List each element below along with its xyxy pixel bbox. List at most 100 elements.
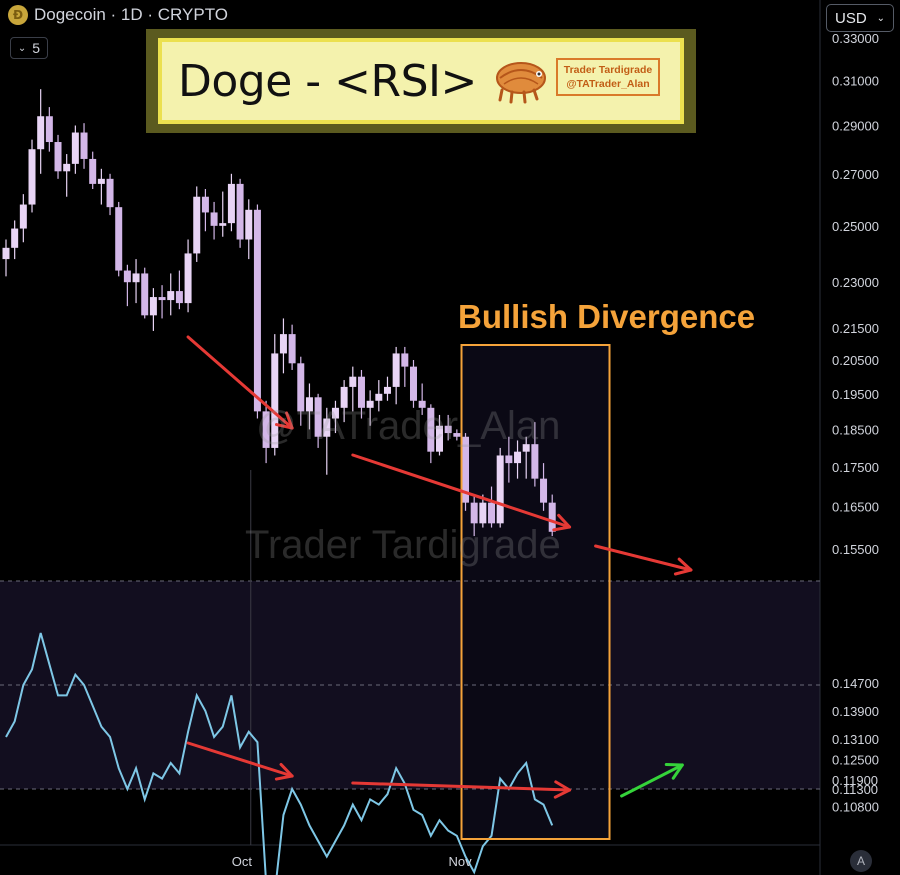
- candle-body: [314, 397, 322, 437]
- candle-body: [201, 196, 209, 213]
- title-banner: Doge - <RSI> Trader Tardigrade @TATrader…: [146, 29, 696, 133]
- price-tick-label: 0.23000: [832, 275, 879, 290]
- rsi-arrow-head: [279, 762, 294, 778]
- candle-body: [531, 444, 539, 479]
- price-tick-label: 0.31000: [832, 73, 879, 88]
- auto-scale-button[interactable]: A: [850, 850, 872, 872]
- candle-body: [245, 209, 253, 240]
- chevron-down-icon: ⌄: [17, 42, 27, 54]
- candle-body: [453, 433, 461, 437]
- brand-handle: @TATrader_Alan: [566, 78, 650, 90]
- candle-body: [89, 158, 97, 184]
- dogecoin-logo-icon: Ð: [8, 5, 28, 25]
- candle-body: [540, 478, 548, 503]
- candle-body: [158, 297, 166, 301]
- price-tick-label: 0.20500: [832, 353, 879, 368]
- divergence-highlight-box: [460, 344, 611, 840]
- rsi-arrow-up-head: [671, 763, 684, 780]
- candle-body: [401, 353, 409, 367]
- candle-body: [193, 196, 201, 254]
- rsi-arrow-head: [274, 774, 294, 781]
- candlestick-series: [2, 89, 556, 537]
- candle-body: [71, 132, 79, 164]
- candle-body: [392, 353, 400, 387]
- candle-body: [462, 436, 470, 503]
- candle-body: [444, 425, 452, 434]
- candle-body: [427, 407, 435, 452]
- candle-body: [548, 502, 556, 532]
- price-axis: 0.33000 0.31000 0.29000 0.27000 0.25000 0.230…: [832, 31, 879, 814]
- price-tick-label: 0.15500: [832, 542, 879, 557]
- watermark-name: Trader Tardigrade: [245, 523, 561, 567]
- candle-body: [436, 425, 443, 452]
- watermark-handle: @TATrader_Alan: [256, 404, 561, 448]
- collapse-legend-button[interactable]: ⌄ 5: [10, 37, 48, 59]
- price-tick-label: 0.11900: [832, 773, 878, 788]
- candle-body: [54, 142, 62, 172]
- price-tick-label: 0.29000: [832, 118, 879, 133]
- rsi-arrow: [186, 741, 294, 778]
- candle-body: [340, 386, 348, 408]
- candle-body: [323, 418, 331, 437]
- symbol-title: Dogecoin · 1D · CRYPTO: [34, 5, 228, 24]
- time-axis: Oct Nov: [232, 854, 472, 869]
- price-tick-label: 0.12500: [832, 753, 879, 768]
- candle-body: [357, 376, 365, 408]
- price-tick-label: 0.10800: [832, 799, 879, 814]
- price-arrow-head: [677, 557, 693, 572]
- tardigrade-logo-icon: [496, 62, 546, 104]
- price-tick-label: 0.16500: [832, 500, 879, 515]
- rsi-arrow-head: [554, 780, 572, 792]
- candle-body: [184, 253, 192, 304]
- candle-body: [496, 455, 504, 524]
- candle-body: [366, 400, 374, 408]
- price-tick-label: 0.13100: [832, 732, 879, 747]
- candle-body: [470, 502, 478, 524]
- candle-body: [279, 334, 287, 354]
- price-arrow: [594, 544, 693, 572]
- title-banner-inner: Doge - <RSI> Trader Tardigrade @TATrader…: [158, 38, 684, 124]
- candle-body: [227, 183, 235, 224]
- rsi-arrow-head: [553, 788, 572, 799]
- price-tick-label: 0.25000: [832, 219, 879, 234]
- candle-body: [219, 223, 227, 226]
- rsi-arrow-up: [620, 763, 684, 798]
- candle-body: [80, 132, 88, 159]
- candle-body: [19, 204, 27, 229]
- symbol-header[interactable]: Ð Dogecoin · 1D · CRYPTO: [8, 5, 228, 25]
- candle-body: [132, 273, 140, 283]
- price-tick-label: 0.17500: [832, 460, 879, 475]
- candle-body: [522, 444, 530, 452]
- candle-body: [409, 366, 417, 401]
- candle-body: [115, 207, 123, 271]
- rsi-arrow: [351, 781, 572, 792]
- candle-body: [45, 116, 53, 143]
- highlight-fill: [461, 345, 610, 839]
- candle-body: [167, 291, 175, 301]
- price-tick-label: 0.33000: [832, 31, 879, 46]
- time-tick-label: Nov: [449, 854, 473, 869]
- candle-body: [63, 163, 71, 172]
- candle-body: [383, 386, 391, 394]
- candle-body: [418, 400, 426, 408]
- rsi-line: [5, 632, 554, 875]
- price-tick-label: 0.27000: [832, 167, 879, 182]
- candle-body: [253, 209, 261, 412]
- candle-body: [11, 228, 19, 248]
- rsi-series: [5, 344, 611, 875]
- price-tick-label: 0.18500: [832, 422, 879, 437]
- chevron-down-icon: ⌄: [876, 12, 885, 24]
- price-arrow: [351, 453, 572, 529]
- currency-select[interactable]: USD ⌄: [826, 4, 894, 32]
- banner-title: Doge - <RSI>: [178, 55, 477, 107]
- candle-body: [305, 397, 313, 412]
- price-arrow-head: [285, 411, 294, 430]
- candle-body: [479, 502, 487, 524]
- divergence-annotation: Bullish Divergence: [458, 298, 756, 335]
- candle-body: [141, 273, 149, 316]
- price-tick-label: 0.11300: [832, 782, 878, 797]
- candle-body: [288, 334, 296, 364]
- price-tick-label: 0.13900: [832, 704, 879, 719]
- candle-body: [262, 411, 270, 448]
